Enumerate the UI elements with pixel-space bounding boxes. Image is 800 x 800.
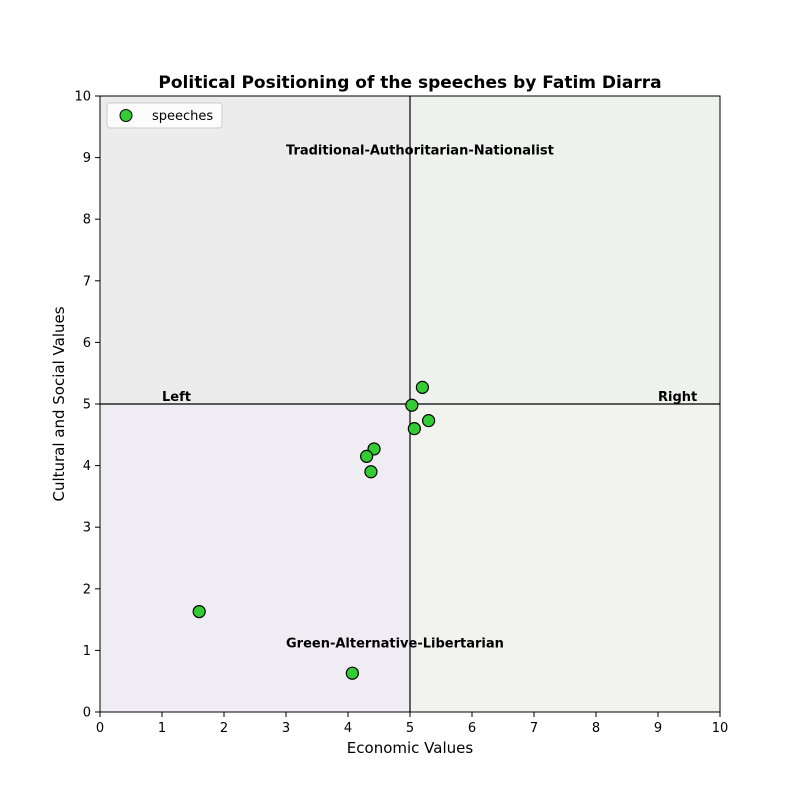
legend: speeches [106,102,223,129]
x-tick-label: 0 [96,721,104,736]
data-point [192,604,206,619]
y-tick-label: 4 [83,459,91,474]
legend-marker [119,109,133,122]
data-point [415,380,429,394]
x-tick-label: 4 [344,721,352,736]
data-point [345,666,359,680]
quadrant-annotation: Right [658,390,697,405]
x-axis-label: Economic Values [347,739,474,757]
quadrant-top-right [410,96,720,404]
quadrant-bottom-left [100,404,410,712]
data-point [364,465,378,479]
y-axis-label: Cultural and Social Values [50,306,68,501]
y-tick-label: 1 [83,644,91,659]
quadrant-top-left [100,96,410,404]
quadrant-backgrounds [100,96,720,712]
y-axis-ticks: 0 1 2 3 4 5 6 7 8 9 10 [74,90,100,721]
y-tick-label: 8 [83,213,91,228]
chart-title: Political Positioning of the speeches by… [158,73,661,93]
x-axis-ticks: 0 1 2 3 4 5 6 7 8 9 10 [96,712,728,736]
y-tick-label: 2 [83,582,91,597]
y-tick-label: 7 [83,274,91,289]
x-tick-label: 6 [468,721,476,736]
quadrant-annotation: Left [162,390,191,405]
y-tick-label: 5 [83,398,91,413]
data-point [360,449,374,463]
y-tick-label: 9 [83,151,91,166]
y-tick-label: 3 [83,521,91,536]
x-tick-label: 1 [158,721,166,736]
y-tick-label: 0 [83,706,91,721]
data-point [405,398,419,412]
data-point [407,422,421,436]
data-points [192,380,436,680]
x-tick-label: 5 [406,721,414,736]
quadrant-annotation: Green-Alternative-Libertarian [286,636,504,651]
x-tick-label: 9 [654,721,662,736]
x-tick-label: 2 [220,721,228,736]
quadrant-annotations: Traditional-Authoritarian-Nationalist Gre… [162,144,697,652]
x-tick-label: 3 [282,721,290,736]
x-tick-label: 10 [712,721,729,736]
quadrant-bottom-right [410,404,720,712]
legend-label: speeches [152,109,213,124]
legend-box [106,102,223,129]
y-tick-label: 10 [74,90,91,105]
data-point [422,414,436,428]
quadrant-annotation: Traditional-Authoritarian-Nationalist [286,144,554,159]
x-tick-label: 8 [592,721,600,736]
x-tick-label: 7 [530,721,538,736]
y-tick-label: 6 [83,336,91,351]
